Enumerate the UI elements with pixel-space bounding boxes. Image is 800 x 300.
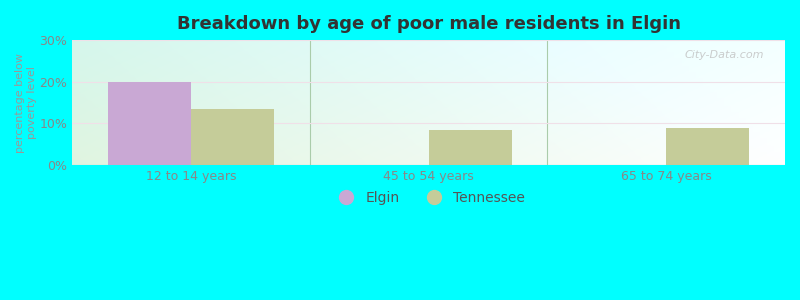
- Bar: [429, 130, 512, 165]
- Bar: [108, 82, 191, 165]
- Legend: Elgin, Tennessee: Elgin, Tennessee: [326, 185, 531, 210]
- Y-axis label: percentage below
poverty level: percentage below poverty level: [15, 52, 37, 152]
- Title: Breakdown by age of poor male residents in Elgin: Breakdown by age of poor male residents …: [177, 15, 681, 33]
- Bar: [191, 109, 274, 165]
- Text: City-Data.com: City-Data.com: [684, 50, 764, 60]
- Bar: [666, 128, 750, 165]
